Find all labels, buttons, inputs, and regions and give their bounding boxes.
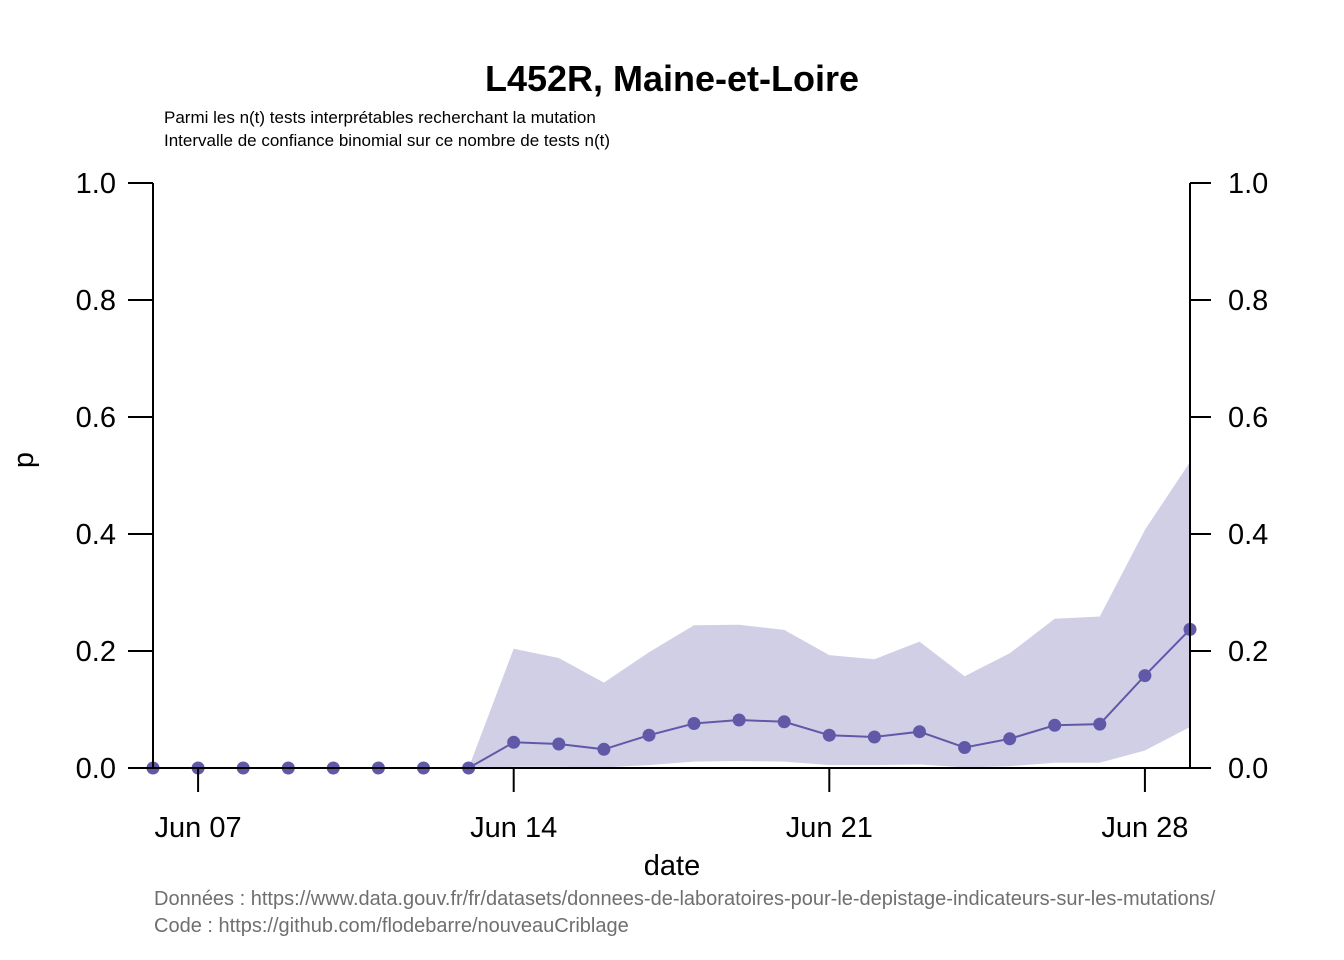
- right-y-tick-label: 0.2: [1228, 636, 1268, 668]
- data-point: [732, 713, 746, 727]
- right-y-tick-label: 1.0: [1228, 168, 1268, 200]
- x-tick-label: Jun 28: [1101, 812, 1188, 844]
- data-source-credit: Données : https://www.data.gouv.fr/fr/da…: [154, 888, 1216, 910]
- data-point: [1003, 732, 1017, 746]
- data-point: [687, 717, 701, 730]
- left-y-tick-label: 0.2: [76, 636, 116, 668]
- data-point: [822, 728, 836, 742]
- x-axis-label: date: [644, 850, 700, 882]
- plot-area: [146, 462, 1197, 775]
- data-point: [777, 715, 791, 729]
- left-y-tick-label: 0.0: [76, 753, 116, 785]
- data-point: [1138, 669, 1152, 683]
- axes-ticks: 0.0 0.0 0.2 0.2 0.4 0.4 0.6 0.6 0.8 0.8 1.0 1.0 Jun …: [76, 168, 1269, 844]
- x-tick-label: Jun 07: [155, 812, 242, 844]
- data-point: [642, 728, 656, 742]
- data-point: [1093, 717, 1107, 731]
- chart-subtitle-line-2: Intervalle de confiance binomial sur ce …: [164, 131, 610, 150]
- data-point: [913, 725, 926, 739]
- right-y-tick-label: 0.4: [1228, 519, 1268, 551]
- left-y-tick-label: 0.4: [76, 519, 116, 551]
- right-y-tick-label: 0.8: [1228, 285, 1268, 317]
- left-y-tick-label: 0.8: [76, 285, 116, 317]
- confidence-band: [153, 462, 1190, 768]
- right-y-tick-label: 0.6: [1228, 402, 1268, 434]
- chart-subtitle-line-1: Parmi les n(t) tests interprétables rech…: [164, 108, 596, 127]
- right-y-tick-label: 0.0: [1228, 753, 1268, 785]
- data-point: [958, 741, 972, 754]
- x-tick-label: Jun 21: [786, 812, 873, 844]
- x-tick-label: Jun 14: [470, 812, 557, 844]
- y-axis-label: p: [8, 452, 40, 468]
- data-point: [597, 742, 611, 756]
- data-point: [867, 730, 881, 744]
- left-y-tick-label: 1.0: [76, 168, 116, 200]
- data-point: [552, 737, 566, 751]
- left-y-tick-label: 0.6: [76, 402, 116, 434]
- data-point: [1048, 718, 1062, 732]
- data-point: [507, 735, 521, 749]
- chart-title: L452R, Maine-et-Loire: [485, 58, 859, 99]
- code-source-credit: Code : https://github.com/flodebarre/nou…: [154, 915, 629, 937]
